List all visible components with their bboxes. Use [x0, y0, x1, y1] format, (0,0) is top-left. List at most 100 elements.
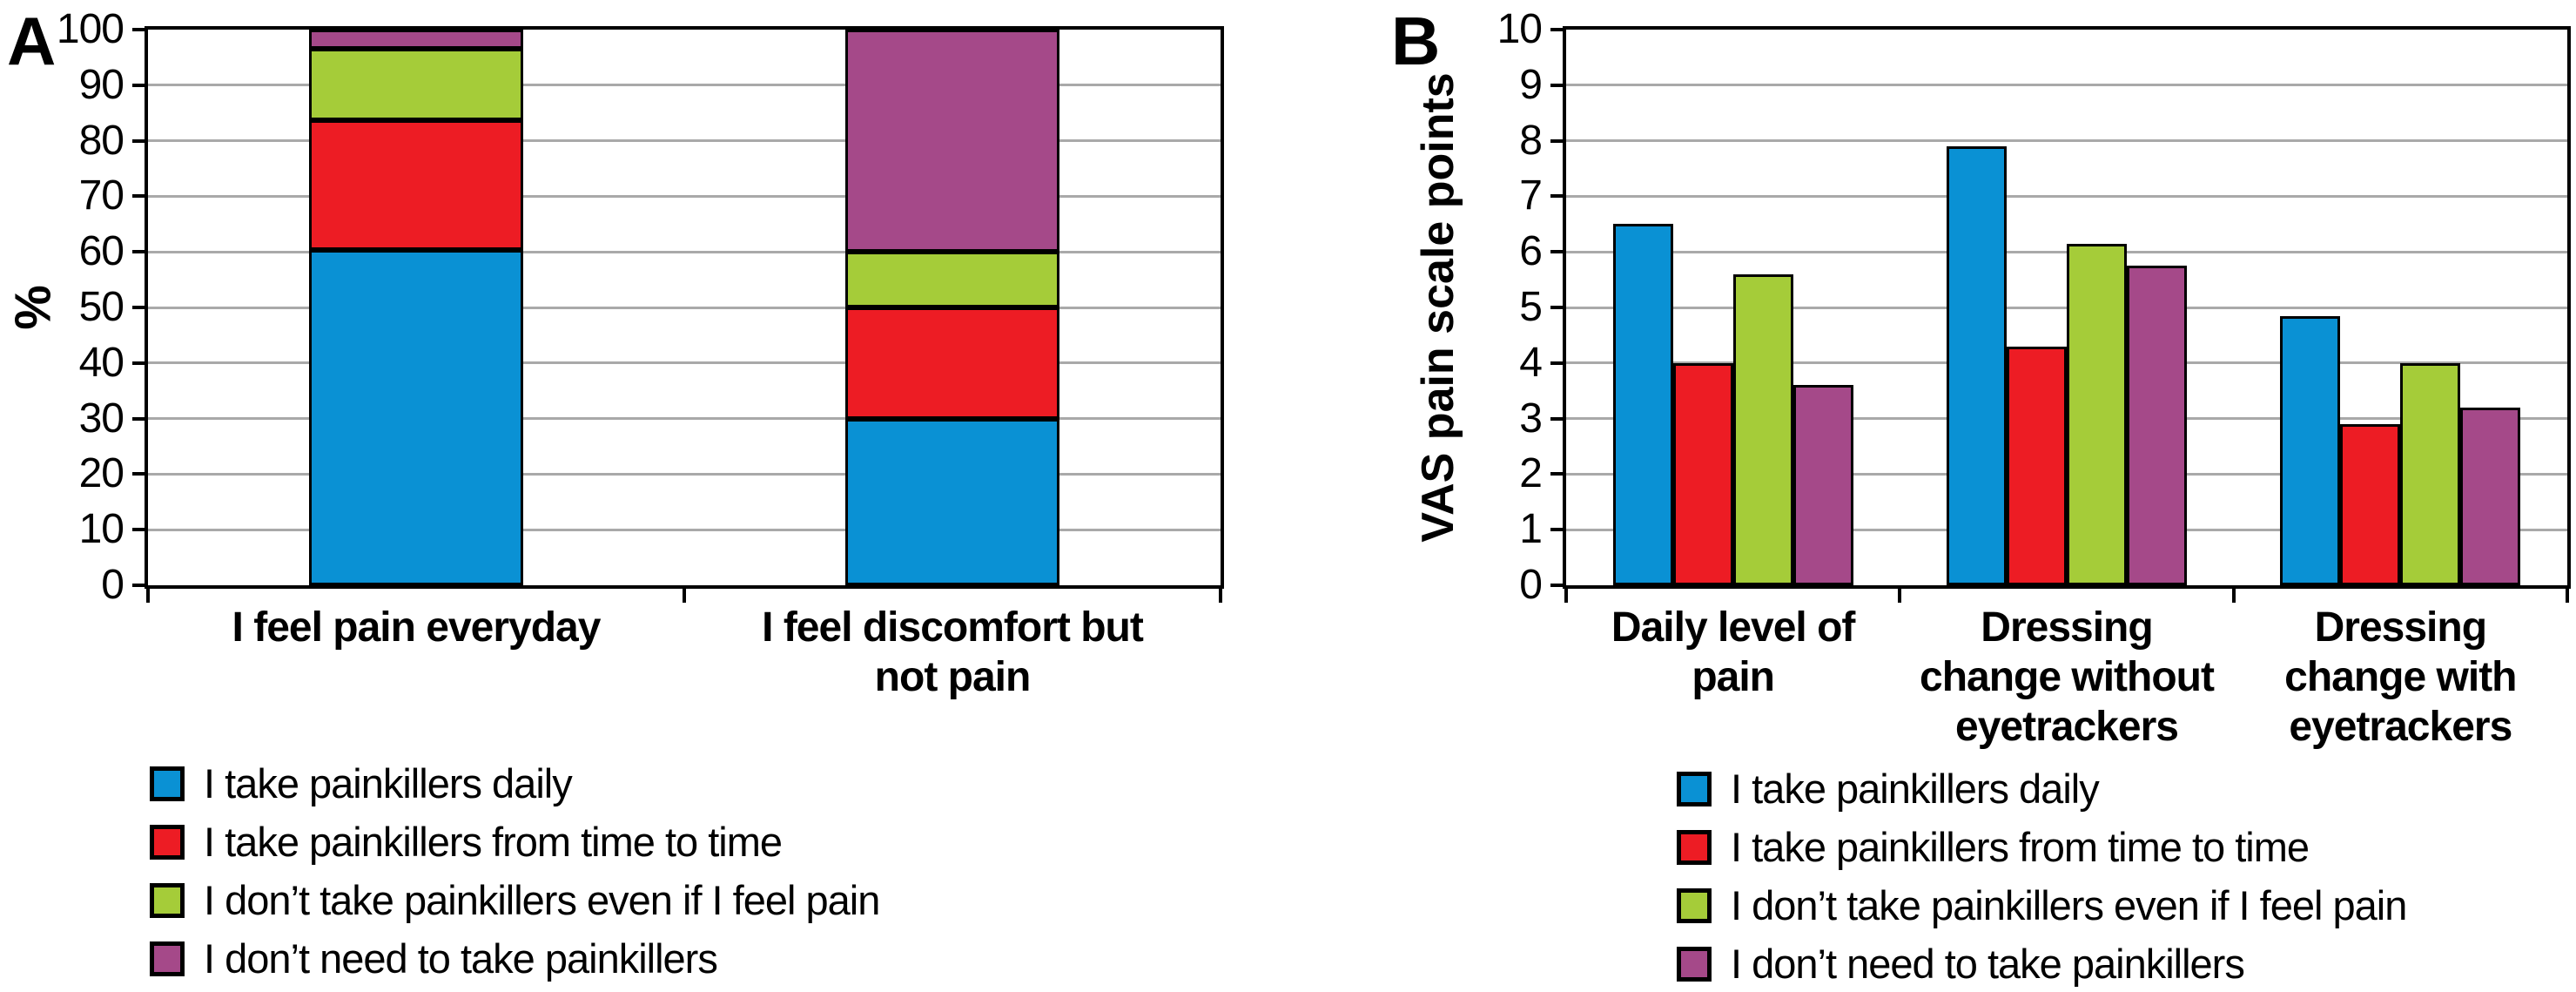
legend-item: I don’t take painkillers even if I feel … — [1677, 876, 2407, 935]
y-tick-mark — [132, 194, 145, 199]
x-tick-mark — [683, 589, 686, 603]
y-tick-label: 3 — [1519, 395, 1543, 442]
bar — [1792, 385, 1853, 585]
panel-b-letter: B — [1391, 3, 1440, 79]
y-tick-label: 7 — [1519, 172, 1543, 219]
y-tick-mark — [1550, 416, 1563, 421]
gridline — [148, 361, 1221, 365]
legend-item-label: I take painkillers from time to time — [1731, 824, 2310, 870]
bar — [2127, 266, 2187, 585]
category-label: Dressing change with eyetrackers — [2234, 603, 2567, 752]
y-tick-mark — [132, 250, 145, 254]
gridline — [1566, 139, 2567, 143]
category-label-line: Dressing — [2314, 604, 2487, 651]
y-tick-mark — [132, 528, 145, 532]
gridline — [148, 472, 1221, 476]
category-label: Dressing change without eyetrackers — [1900, 603, 2233, 752]
legend-item: I don’t take painkillers even if I feel … — [150, 871, 880, 929]
y-tick-label: 80 — [78, 117, 124, 164]
bar — [2280, 315, 2341, 585]
legend-item: I take painkillers from time to time — [150, 813, 879, 871]
bar-segment — [308, 120, 524, 251]
y-tick-mark — [1550, 472, 1563, 476]
legend-swatch — [150, 882, 185, 918]
category-label-line: Dressing — [1981, 604, 2153, 651]
legend-item-label: I take painkillers daily — [204, 760, 573, 806]
x-tick-mark — [1898, 589, 1902, 603]
bar-segment — [844, 252, 1060, 307]
bar — [2067, 243, 2127, 585]
legend-swatch — [150, 824, 185, 860]
gridline — [148, 528, 1221, 531]
panel-b-legend: I take painkillers daily I take painkille… — [1677, 759, 2407, 992]
y-tick-label: 1 — [1519, 506, 1543, 553]
gridline — [148, 250, 1221, 253]
gridline — [148, 417, 1221, 421]
category-label: Daily level of pain — [1566, 603, 1900, 702]
y-tick-mark — [1550, 83, 1563, 87]
gridline — [148, 84, 1221, 87]
category-label-line: pain — [1692, 654, 1775, 700]
bar-segment — [308, 48, 524, 120]
y-tick-label: 60 — [78, 228, 124, 275]
y-tick-label: 5 — [1519, 284, 1543, 330]
bar — [2340, 423, 2401, 585]
y-tick-mark — [1550, 528, 1563, 532]
bar — [1672, 362, 1733, 585]
gridline — [1566, 84, 2567, 87]
y-tick-mark — [1550, 250, 1563, 254]
category-label: I feel pain everyday — [148, 603, 684, 652]
bar — [2007, 346, 2067, 585]
legend-item: I take painkillers daily — [150, 754, 879, 813]
legend-swatch — [1677, 946, 1712, 982]
legend-item: I take painkillers from time to time — [1677, 818, 2406, 876]
bar-segment — [844, 307, 1060, 419]
y-tick-mark — [132, 83, 145, 87]
legend-item-label: I don’t need to take painkillers — [1731, 941, 2245, 987]
legend-item: I take painkillers daily — [1677, 759, 2406, 818]
gridline — [148, 139, 1221, 143]
x-tick-mark — [1564, 589, 1568, 603]
y-tick-label: 10 — [1497, 6, 1543, 52]
category-label-line: change with — [2284, 654, 2517, 700]
category-label-line: I feel pain everyday — [232, 604, 602, 651]
category-label-line: Daily level of — [1611, 604, 1855, 651]
bar — [1947, 145, 2007, 585]
legend-item-label: I don’t take painkillers even if I feel … — [1731, 882, 2407, 928]
x-tick-mark — [2231, 589, 2236, 603]
y-tick-label: 6 — [1519, 228, 1543, 275]
y-tick-mark — [132, 584, 145, 587]
panel-a-letter: A — [7, 3, 56, 79]
panel-b-plot-area — [1563, 26, 2571, 589]
category-label-line: change without — [1920, 654, 2215, 700]
legend-swatch — [1677, 771, 1712, 806]
y-tick-mark — [1550, 28, 1563, 31]
legend-item-label: I don’t take painkillers even if I feel … — [204, 877, 880, 923]
y-tick-mark — [132, 306, 145, 309]
y-tick-label: 20 — [78, 450, 124, 497]
y-tick-mark — [132, 472, 145, 476]
y-tick-label: 4 — [1519, 339, 1543, 386]
legend-swatch — [150, 941, 185, 976]
y-tick-label: 70 — [78, 172, 124, 219]
category-label-line: eyetrackers — [1955, 704, 2179, 750]
bar-segment — [308, 30, 524, 49]
y-tick-label: 100 — [56, 6, 124, 52]
y-tick-label: 8 — [1519, 117, 1543, 164]
y-tick-mark — [132, 138, 145, 143]
legend-swatch — [1677, 887, 1712, 923]
y-tick-mark — [1550, 194, 1563, 199]
gridline — [148, 306, 1221, 309]
x-tick-mark — [2566, 589, 2569, 603]
panel-a-plot-area — [145, 26, 1224, 589]
bar-segment — [308, 250, 524, 585]
y-tick-mark — [132, 416, 145, 421]
bar-segment — [844, 30, 1060, 253]
legend-item-label: I don’t need to take painkillers — [204, 935, 718, 982]
y-tick-mark — [1550, 361, 1563, 365]
y-tick-label: 30 — [78, 395, 124, 442]
x-tick-mark — [146, 589, 150, 603]
bar — [2400, 362, 2461, 585]
y-tick-mark — [132, 28, 145, 31]
